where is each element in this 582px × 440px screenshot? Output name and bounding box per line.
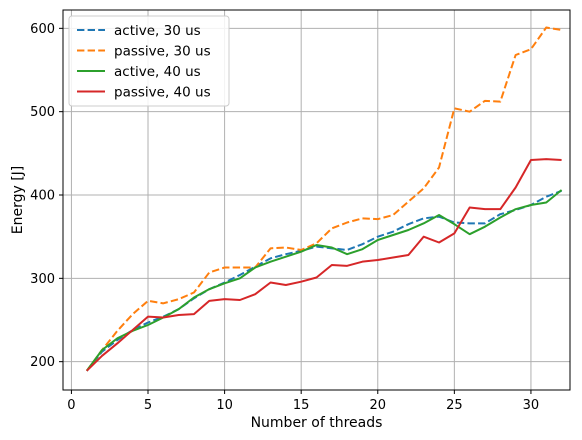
- legend-entry-label: active, 40 us: [114, 64, 201, 80]
- series-line-3: [86, 158, 562, 372]
- x-axis-label: Number of threads: [251, 415, 383, 431]
- x-tick-label: 0: [67, 398, 75, 413]
- series-group: [85, 26, 563, 372]
- legend-entry-label: active, 30 us: [114, 23, 201, 39]
- plot-frame: [62, 9, 571, 391]
- x-tick-label: 25: [446, 398, 463, 413]
- legend-box: [68, 15, 230, 107]
- x-tick-label: 20: [369, 398, 386, 413]
- series-line-2: [85, 189, 563, 372]
- y-tick-label: 600: [30, 22, 55, 37]
- x-tick-label: 15: [293, 398, 310, 413]
- series-line-0: [85, 189, 562, 372]
- legend-entry-label: passive, 30 us: [114, 44, 211, 60]
- x-axis-ticks: 0 5 10 15 20 25 30: [67, 390, 539, 413]
- legend-entry-label: passive, 40 us: [114, 85, 211, 101]
- x-tick-label: 5: [144, 398, 152, 413]
- legend: active, 30 us passive, 30 us active, 40 us…: [68, 15, 230, 107]
- y-tick-label: 200: [30, 355, 55, 370]
- y-axis-label: Energy [J]: [10, 166, 26, 235]
- series-line-1: [85, 26, 562, 372]
- y-tick-label: 300: [30, 272, 55, 287]
- y-tick-label: 500: [30, 105, 55, 120]
- x-tick-label: 30: [523, 398, 540, 413]
- y-axis-ticks: 200 300 400 500 600: [30, 22, 63, 370]
- x-tick-label: 10: [216, 398, 233, 413]
- y-tick-label: 400: [30, 189, 55, 204]
